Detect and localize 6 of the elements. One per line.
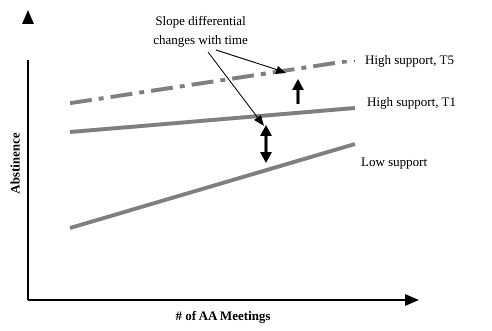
y-axis-title: Abstinence	[8, 132, 24, 194]
series-label: Low support	[361, 154, 428, 169]
series-label: High support, T5	[365, 52, 454, 67]
series-label: High support, T1	[367, 94, 456, 109]
text: Slope differential changes with time	[152, 12, 249, 49]
x-axis-title: # of AA Meetings	[174, 308, 272, 324]
